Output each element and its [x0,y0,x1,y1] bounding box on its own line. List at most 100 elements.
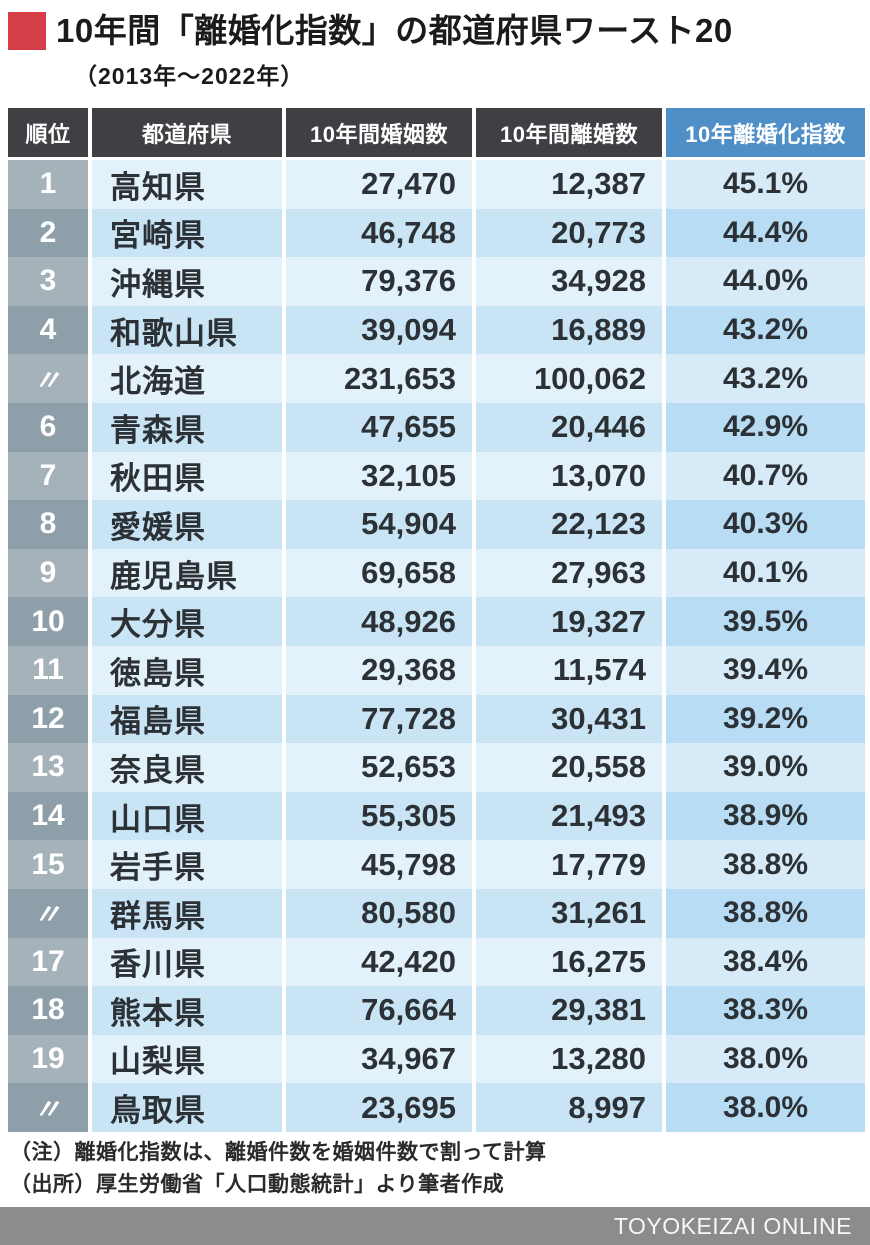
prefecture-cell: 北海道 [92,354,282,403]
divorces-cell: 20,773 [476,208,662,258]
table-row: 9 鹿児島県 69,658 27,963 40.1% [8,548,865,598]
table-row: 7 秋田県 32,105 13,070 40.7% [8,451,865,501]
table-row: 13 奈良県 52,653 20,558 39.0% [8,743,865,792]
table-header-row: 順位 都道府県 10年間婚姻数 10年間離婚数 10年離婚化指数 [8,108,865,157]
marriages-cell: 23,695 [286,1083,472,1132]
rank-cell: 15 [8,840,88,889]
marriages-cell: 52,653 [286,743,472,792]
page-title: 10年間「離婚化指数」の都道府県ワースト20 [56,12,733,49]
divorce-index-cell: 44.0% [666,257,865,306]
divorces-cell: 13,280 [476,1034,662,1084]
page-subtitle: （2013年～2022年） [74,63,305,90]
divorce-index-cell: 38.8% [666,840,865,889]
divorce-index-cell: 40.1% [666,548,865,598]
footer-bar: TOYOKEIZAI ONLINE [0,1207,870,1245]
rank-cell: 6 [8,402,88,452]
divorce-index-cell: 45.1% [666,160,865,209]
prefecture-cell: 宮崎県 [92,208,282,258]
publisher-brand: TOYOKEIZAI ONLINE [613,1212,852,1239]
marriages-cell: 69,658 [286,548,472,598]
prefecture-cell: 沖縄県 [92,257,282,306]
table-row: 12 福島県 77,728 30,431 39.2% [8,694,865,744]
divorces-cell: 20,446 [476,402,662,452]
marriages-cell: 27,470 [286,160,472,209]
footnote-source: （出所）厚生労働省「人口動態統計」より筆者作成 [10,1173,505,1196]
divorces-cell: 11,574 [476,645,662,695]
divorce-index-cell: 38.4% [666,937,865,987]
divorce-index-cell: 40.3% [666,500,865,549]
divorce-index-cell: 39.4% [666,645,865,695]
table-row: 8 愛媛県 54,904 22,123 40.3% [8,500,865,549]
divorce-index-cell: 40.7% [666,451,865,501]
header-marriages: 10年間婚姻数 [286,108,472,157]
marriages-cell: 80,580 [286,888,472,938]
ranking-table: 順位 都道府県 10年間婚姻数 10年間離婚数 10年離婚化指数 1 高知県 2… [8,108,865,1132]
divorce-index-cell: 43.2% [666,354,865,403]
marriages-cell: 39,094 [286,305,472,355]
rank-cell: 9 [8,548,88,598]
divorces-cell: 19,327 [476,597,662,646]
prefecture-cell: 奈良県 [92,743,282,792]
prefecture-cell: 福島県 [92,694,282,744]
divorce-index-cell: 38.0% [666,1034,865,1084]
divorce-index-cell: 38.9% [666,791,865,841]
prefecture-cell: 岩手県 [92,840,282,889]
footnote-calculation: （注）離婚化指数は、離婚件数を婚姻件数で割って計算 [10,1141,547,1164]
divorce-index-cell: 43.2% [666,305,865,355]
header-divorce-index: 10年離婚化指数 [666,108,865,157]
table-row: 10 大分県 48,926 19,327 39.5% [8,597,865,646]
table-row: 〃 群馬県 80,580 31,261 38.8% [8,888,865,938]
prefecture-cell: 鳥取県 [92,1083,282,1132]
marriages-cell: 77,728 [286,694,472,744]
divorces-cell: 13,070 [476,451,662,501]
marriages-cell: 55,305 [286,791,472,841]
rank-cell: 18 [8,986,88,1035]
prefecture-cell: 愛媛県 [92,500,282,549]
rank-cell: 1 [8,160,88,209]
divorces-cell: 30,431 [476,694,662,744]
divorces-cell: 16,889 [476,305,662,355]
divorce-index-cell: 38.3% [666,986,865,1035]
rank-cell: 7 [8,451,88,501]
divorce-index-cell: 38.0% [666,1083,865,1132]
marriages-cell: 231,653 [286,354,472,403]
table-row: 3 沖縄県 79,376 34,928 44.0% [8,257,865,306]
rank-cell: 3 [8,257,88,306]
prefecture-cell: 高知県 [92,160,282,209]
table-row: 6 青森県 47,655 20,446 42.9% [8,402,865,452]
rank-cell: 11 [8,645,88,695]
divorce-index-cell: 39.5% [666,597,865,646]
prefecture-cell: 香川県 [92,937,282,987]
rank-cell: 4 [8,305,88,355]
prefecture-cell: 鹿児島県 [92,548,282,598]
divorces-cell: 34,928 [476,257,662,306]
table-row: 〃 北海道 231,653 100,062 43.2% [8,354,865,403]
table-row: 11 徳島県 29,368 11,574 39.4% [8,645,865,695]
red-square-bullet-icon [8,12,46,50]
divorces-cell: 22,123 [476,500,662,549]
marriages-cell: 47,655 [286,402,472,452]
rank-cell: 17 [8,937,88,987]
divorces-cell: 21,493 [476,791,662,841]
header-rank: 順位 [8,108,88,157]
marriages-cell: 48,926 [286,597,472,646]
divorces-cell: 8,997 [476,1083,662,1132]
marriages-cell: 32,105 [286,451,472,501]
table-body: 1 高知県 27,470 12,387 45.1% 2 宮崎県 46,748 2… [8,160,865,1132]
divorces-cell: 16,275 [476,937,662,987]
table-row: 14 山口県 55,305 21,493 38.9% [8,791,865,841]
table-row: 18 熊本県 76,664 29,381 38.3% [8,986,865,1035]
rank-cell: 2 [8,208,88,258]
prefecture-cell: 和歌山県 [92,305,282,355]
divorce-index-cell: 39.0% [666,743,865,792]
marriages-cell: 76,664 [286,986,472,1035]
rank-cell: 〃 [8,1083,88,1132]
marriages-cell: 54,904 [286,500,472,549]
header-divorces: 10年間離婚数 [476,108,662,157]
table-row: 1 高知県 27,470 12,387 45.1% [8,160,865,209]
prefecture-cell: 大分県 [92,597,282,646]
divorces-cell: 12,387 [476,160,662,209]
prefecture-cell: 青森県 [92,402,282,452]
divorces-cell: 31,261 [476,888,662,938]
